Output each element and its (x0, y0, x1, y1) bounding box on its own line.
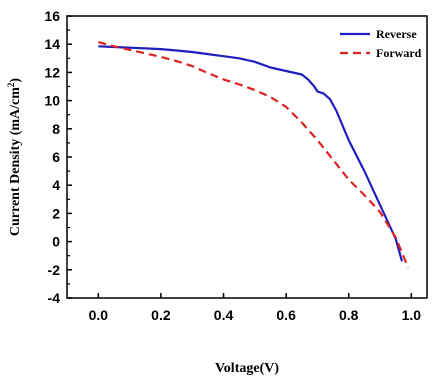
x-tick-label: 0.6 (276, 307, 296, 323)
y-tick-label: 2 (52, 205, 60, 221)
y-tick-label: -4 (48, 290, 61, 306)
x-tick-label: 0.4 (214, 307, 234, 323)
y-tick-label: 16 (44, 8, 60, 24)
ticks-layer: 0.0 0.2 0.4 0.6 0.8 1.0 -4 -2 0 2 4 6 8 10 12 14 16 (44, 8, 421, 323)
y-tick-label: 6 (52, 149, 60, 165)
y-tick-label: 10 (44, 93, 60, 109)
y-tick-label: 8 (52, 121, 60, 137)
legend-label-reverse: Reverse (376, 27, 417, 41)
x-tick-label: 0.0 (89, 307, 109, 323)
y-axis-title-main: Current Density (mA/cm (8, 87, 23, 236)
series-line-forward (98, 41, 410, 269)
legend: Reverse Forward (336, 22, 426, 64)
x-axis-title: Voltage(V) (215, 361, 279, 376)
y-tick-label: -2 (48, 262, 61, 278)
y-tick-label: 4 (52, 177, 60, 193)
y-axis-title: Current Density (mA/cm2) (6, 78, 23, 237)
y-tick-label: 14 (44, 36, 60, 52)
legend-label-forward: Forward (376, 46, 422, 60)
y-tick-label: 0 (52, 234, 60, 250)
series-line-reverse (98, 45, 404, 262)
y-axis-title-close: ) (8, 78, 23, 83)
x-tick-label: 1.0 (402, 307, 422, 323)
y-axis-title-superscript: 2 (6, 82, 16, 87)
x-tick-label: 0.2 (151, 307, 171, 323)
legend-box (336, 22, 426, 64)
series-layer (98, 41, 410, 269)
y-tick-label: 12 (44, 64, 60, 80)
x-tick-label: 0.8 (339, 307, 359, 323)
